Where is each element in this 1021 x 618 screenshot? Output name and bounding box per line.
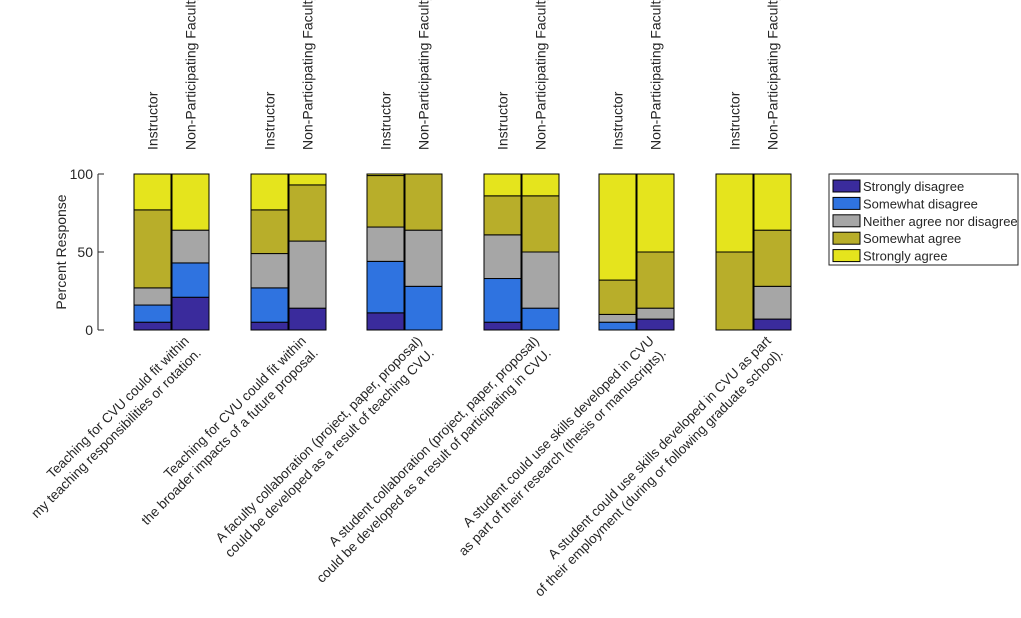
bar-group-label: Instructor [378,91,394,150]
bar-segment-somewhat-agree [753,229,792,287]
bar-segment-somewhat-agree [404,173,443,231]
bar-segment-strongly-agree [366,173,405,177]
category-label: A faculty collaboration (project, paper,… [210,333,437,560]
group-labels: Instructor Non-Participating Faculty Instr… [145,0,781,150]
bar-segment-somewhat-disagree [366,260,405,314]
legend-swatch [832,196,861,210]
bar-group-label: Non-Participating Faculty [300,0,316,150]
bar-segment-strongly-disagree [171,296,210,331]
legend-swatch [832,249,861,263]
legend-swatch [832,179,861,193]
bar-segment-strongly-agree [171,173,210,231]
bar-segment-strongly-agree [715,173,754,253]
bar-segment-somewhat-disagree [521,307,560,331]
bar-group-label: Non-Participating Faculty [648,0,664,150]
bar-segment-strongly-disagree [250,321,289,331]
bar-segment-neither-agree-nor-disagree [636,307,675,320]
y-tick-label: 50 [77,244,93,260]
bar-segment-strongly-agree [598,173,637,281]
bar-segment-strongly-disagree [133,321,172,331]
bar-segment-strongly-disagree [483,321,522,331]
bar-group-label: Non-Participating Faculty [533,0,549,150]
legend-entry: Strongly agree [863,249,948,264]
legend-entry: Somewhat disagree [863,196,978,211]
bar-segment-strongly-agree [288,173,327,186]
bar-segment-neither-agree-nor-disagree [404,229,443,287]
bar-segment-strongly-agree [521,173,560,197]
bar-segment-somewhat-agree [715,251,754,331]
y-tick-label: 100 [70,166,94,182]
category-labels: Teaching for CVU could fit withinmy teac… [28,333,786,599]
bar-segment-somewhat-disagree [483,278,522,323]
bar-segment-strongly-agree [133,173,172,211]
category-label: A student could use skills developed in … [444,333,669,558]
bar-segment-strongly-agree [636,173,675,253]
bar-segment-neither-agree-nor-disagree [598,313,637,323]
bar-segment-somewhat-disagree [133,304,172,323]
legend-swatch [832,214,861,228]
bar-segment-somewhat-disagree [171,262,210,298]
bar-segment-strongly-agree [250,173,289,211]
bar-segment-strongly-disagree [288,307,327,331]
bar-group-label: Instructor [495,91,511,150]
legend-entry: Neither agree nor disagree [863,214,1018,229]
bar-segment-neither-agree-nor-disagree [366,226,405,262]
bar-segment-somewhat-agree [521,195,560,253]
bar-segment-neither-agree-nor-disagree [250,253,289,289]
bar-group-label: Instructor [262,91,278,150]
bar-segment-somewhat-agree [366,175,405,228]
bar-group-label: Instructor [610,91,626,150]
bar-segment-strongly-agree [753,173,792,231]
legend-swatch [832,231,861,245]
bar-segment-neither-agree-nor-disagree [753,285,792,320]
bar-segment-somewhat-disagree [598,321,637,331]
bar-segment-strongly-disagree [366,312,405,331]
bar-group-label: Non-Participating Faculty [183,0,199,150]
bar-segment-somewhat-agree [598,279,637,315]
bar-segment-neither-agree-nor-disagree [521,251,560,309]
bar-segment-strongly-disagree [636,318,675,331]
bar-group-label: Non-Participating Faculty [416,0,432,150]
legend-entry: Strongly disagree [863,179,964,194]
y-axis-label: Percent Response [53,194,69,309]
bar-segment-somewhat-agree [288,184,327,242]
bar-segment-somewhat-agree [133,209,172,289]
bar-segment-neither-agree-nor-disagree [483,234,522,280]
bar-segment-somewhat-agree [483,195,522,236]
bar-segment-strongly-agree [483,173,522,197]
bar-segment-somewhat-agree [636,251,675,309]
bar-group-label: Instructor [727,91,743,150]
bar-group-label: Instructor [145,91,161,150]
bar-segment-neither-agree-nor-disagree [288,240,327,309]
legend: Strongly disagree Somewhat disagree Neithe… [828,173,1019,266]
bar-segment-strongly-disagree [753,318,792,331]
category-label: A student could use skills developed in … [520,333,786,599]
legend-entry: Somewhat agree [863,231,961,246]
category-label: A student collaboration (project, paper,… [301,333,553,585]
bar-segment-neither-agree-nor-disagree [133,287,172,306]
bars-layer [133,173,792,331]
bar-segment-somewhat-agree [250,209,289,255]
bar-group-label: Non-Participating Faculty [765,0,781,150]
y-tick-label: 0 [85,322,93,338]
y-ticks: 0 50 100 [70,166,104,338]
bar-segment-neither-agree-nor-disagree [171,229,210,264]
bar-segment-somewhat-disagree [404,285,443,331]
bar-segment-somewhat-disagree [250,287,289,323]
